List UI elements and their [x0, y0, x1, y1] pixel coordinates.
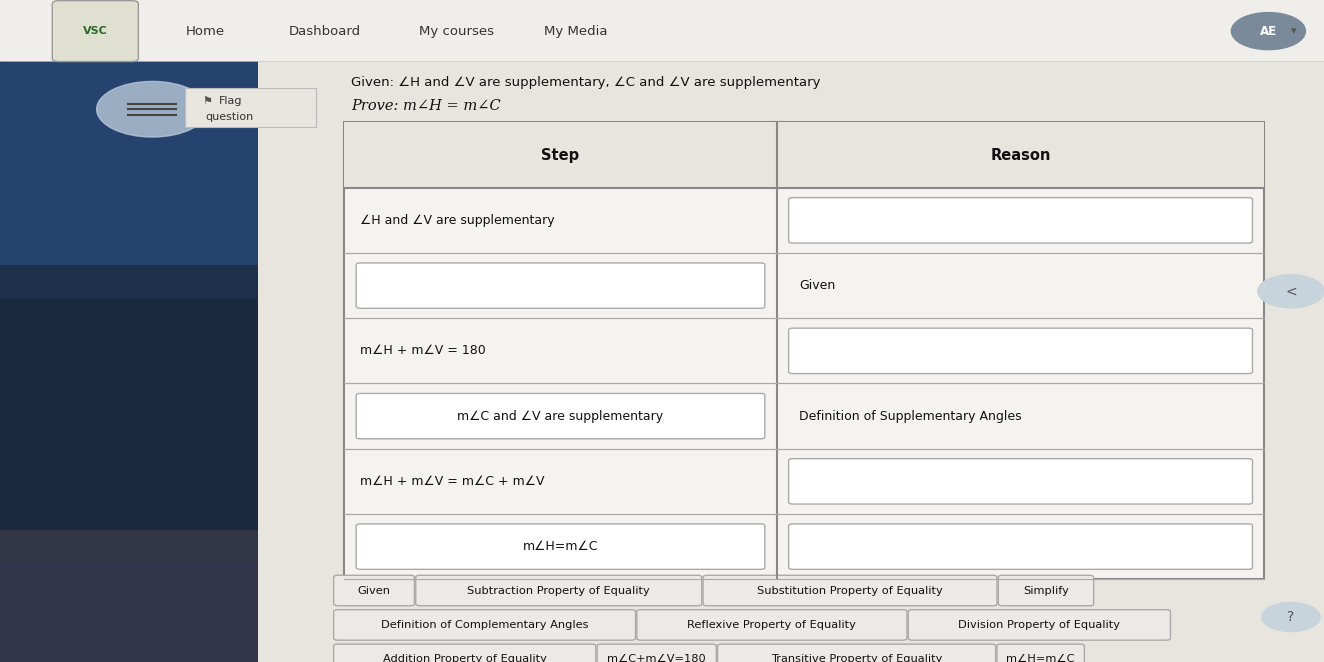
- FancyBboxPatch shape: [356, 393, 765, 439]
- Bar: [0, 265, 258, 563]
- Text: ▾: ▾: [1291, 26, 1296, 36]
- Text: Prove: m∠H = m∠C: Prove: m∠H = m∠C: [351, 99, 500, 113]
- FancyBboxPatch shape: [703, 575, 997, 606]
- Text: Transitive Property of Equality: Transitive Property of Equality: [771, 654, 943, 662]
- Bar: [344, 122, 1264, 579]
- Text: Definition of Complementary Angles: Definition of Complementary Angles: [381, 620, 588, 630]
- FancyBboxPatch shape: [334, 575, 414, 606]
- Text: ?: ?: [1287, 610, 1295, 624]
- FancyBboxPatch shape: [356, 524, 765, 569]
- Text: <: <: [1286, 284, 1296, 299]
- Text: Given: Given: [357, 585, 391, 596]
- Text: Simplify: Simplify: [1023, 585, 1068, 596]
- Text: Home: Home: [185, 25, 225, 38]
- Text: AE: AE: [1260, 24, 1276, 38]
- Bar: [0, 0, 1324, 61]
- Text: Subtraction Property of Equality: Subtraction Property of Equality: [467, 585, 650, 596]
- Text: m∠H=m∠C: m∠H=m∠C: [1006, 654, 1075, 662]
- FancyBboxPatch shape: [789, 524, 1253, 569]
- Text: Step: Step: [542, 148, 580, 163]
- Text: m∠H + m∠V = m∠C + m∠V: m∠H + m∠V = m∠C + m∠V: [360, 475, 544, 488]
- Text: m∠H=m∠C: m∠H=m∠C: [523, 540, 598, 553]
- Text: m∠C and ∠V are supplementary: m∠C and ∠V are supplementary: [457, 410, 663, 422]
- Text: Substitution Property of Equality: Substitution Property of Equality: [757, 585, 943, 596]
- Text: VSC: VSC: [83, 26, 107, 36]
- FancyBboxPatch shape: [908, 610, 1170, 640]
- Bar: [344, 122, 1264, 188]
- Text: Flag: Flag: [218, 95, 242, 106]
- FancyBboxPatch shape: [637, 610, 907, 640]
- FancyBboxPatch shape: [789, 328, 1253, 373]
- Text: My Media: My Media: [544, 25, 608, 38]
- FancyBboxPatch shape: [416, 575, 702, 606]
- FancyBboxPatch shape: [789, 459, 1253, 504]
- Text: ⚑: ⚑: [203, 95, 213, 106]
- Bar: [0, 60, 258, 662]
- FancyBboxPatch shape: [597, 644, 716, 662]
- FancyBboxPatch shape: [53, 1, 139, 62]
- Text: Addition Property of Equality: Addition Property of Equality: [383, 654, 547, 662]
- Text: Dashboard: Dashboard: [289, 25, 360, 38]
- Text: Definition of Supplementary Angles: Definition of Supplementary Angles: [800, 410, 1022, 422]
- Bar: [258, 60, 1324, 662]
- Bar: [0, 530, 258, 662]
- Text: Division Property of Equality: Division Property of Equality: [959, 620, 1120, 630]
- Text: Reflexive Property of Equality: Reflexive Property of Equality: [687, 620, 857, 630]
- FancyBboxPatch shape: [334, 610, 636, 640]
- Text: Reason: Reason: [990, 148, 1051, 163]
- FancyBboxPatch shape: [185, 88, 316, 127]
- FancyBboxPatch shape: [998, 575, 1094, 606]
- FancyBboxPatch shape: [789, 198, 1253, 243]
- FancyBboxPatch shape: [356, 263, 765, 308]
- Text: ∠H and ∠V are supplementary: ∠H and ∠V are supplementary: [360, 214, 555, 227]
- Circle shape: [1231, 13, 1305, 50]
- Text: m∠H + m∠V = 180: m∠H + m∠V = 180: [360, 344, 486, 357]
- Text: Given: Given: [800, 279, 835, 292]
- Circle shape: [1258, 275, 1324, 308]
- Bar: [0, 60, 258, 298]
- Text: m∠C+m∠V=180: m∠C+m∠V=180: [608, 654, 706, 662]
- FancyBboxPatch shape: [718, 644, 996, 662]
- Text: Given: ∠H and ∠V are supplementary, ∠C and ∠V are supplementary: Given: ∠H and ∠V are supplementary, ∠C a…: [351, 76, 821, 89]
- FancyBboxPatch shape: [997, 644, 1084, 662]
- Circle shape: [1262, 602, 1320, 632]
- FancyBboxPatch shape: [334, 644, 596, 662]
- Text: My courses: My courses: [420, 25, 494, 38]
- Text: question: question: [205, 111, 253, 122]
- Circle shape: [97, 81, 208, 137]
